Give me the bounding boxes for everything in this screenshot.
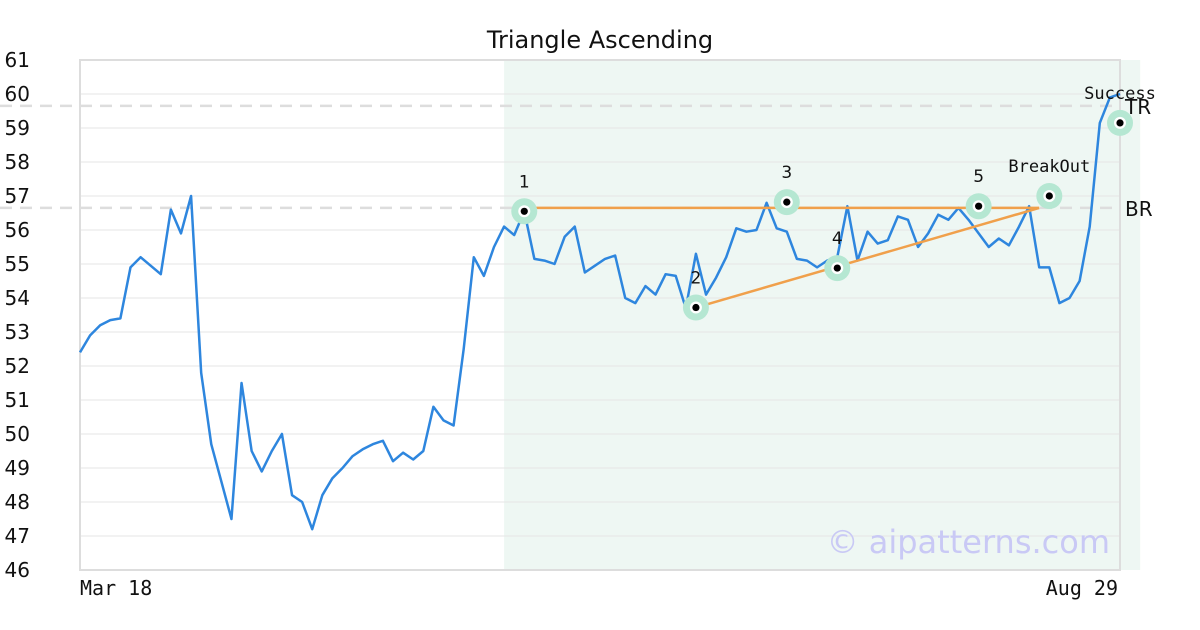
y-axis-ticks: 46 47 48 49 50 51 52 53 54 55 56 57 58 59 60 61	[5, 48, 30, 582]
marker-dot-5	[975, 202, 983, 210]
plot-frame	[79, 59, 1121, 571]
y-tick-label: 59	[5, 116, 30, 140]
support-trendline	[695, 206, 1040, 309]
marker-label-1: 1	[519, 172, 530, 192]
y-tick-label: 46	[5, 558, 30, 582]
y-tick-label: 48	[5, 490, 30, 514]
marker-dot-breakout	[1045, 192, 1053, 200]
y-tick-label: 47	[5, 524, 30, 548]
y-tick-label: 56	[5, 218, 30, 242]
marker-dot-3	[783, 198, 791, 206]
y-tick-label: 51	[5, 388, 30, 412]
y-tick-label: 50	[5, 422, 30, 446]
marker-label-3: 3	[781, 163, 792, 183]
watermark: © aipatterns.com	[827, 523, 1110, 561]
marker-dot-4	[833, 264, 841, 272]
marker-label-success: Success	[1084, 84, 1156, 104]
y-tick-label: 52	[5, 354, 30, 378]
grid	[80, 59, 1120, 571]
y-tick-label: 49	[5, 456, 30, 480]
y-tick-label: 54	[5, 286, 30, 310]
y-tick-label: 57	[5, 184, 30, 208]
pattern-markers: 1 2 3 4 5 BreakOut Success	[511, 84, 1156, 321]
x-axis-end-label: Aug 29	[1046, 576, 1118, 600]
x-axis-start-label: Mar 18	[80, 576, 152, 600]
marker-dot-success	[1116, 119, 1124, 127]
pattern-region	[504, 60, 1141, 570]
y-tick-label: 53	[5, 320, 30, 344]
marker-label-breakout: BreakOut	[1008, 157, 1090, 177]
y-tick-label: 61	[5, 48, 30, 72]
y-tick-label: 58	[5, 150, 30, 174]
marker-dot-1	[520, 207, 528, 215]
price-series-line	[78, 92, 1121, 531]
chart-title: Triangle Ascending	[486, 26, 713, 54]
y-tick-label: 60	[5, 82, 30, 106]
level-label-br: BR	[1125, 197, 1153, 221]
marker-label-2: 2	[691, 269, 702, 289]
y-tick-label: 55	[5, 252, 30, 276]
marker-label-4: 4	[832, 229, 843, 249]
marker-dot-2	[692, 303, 700, 312]
marker-label-5: 5	[973, 167, 984, 187]
